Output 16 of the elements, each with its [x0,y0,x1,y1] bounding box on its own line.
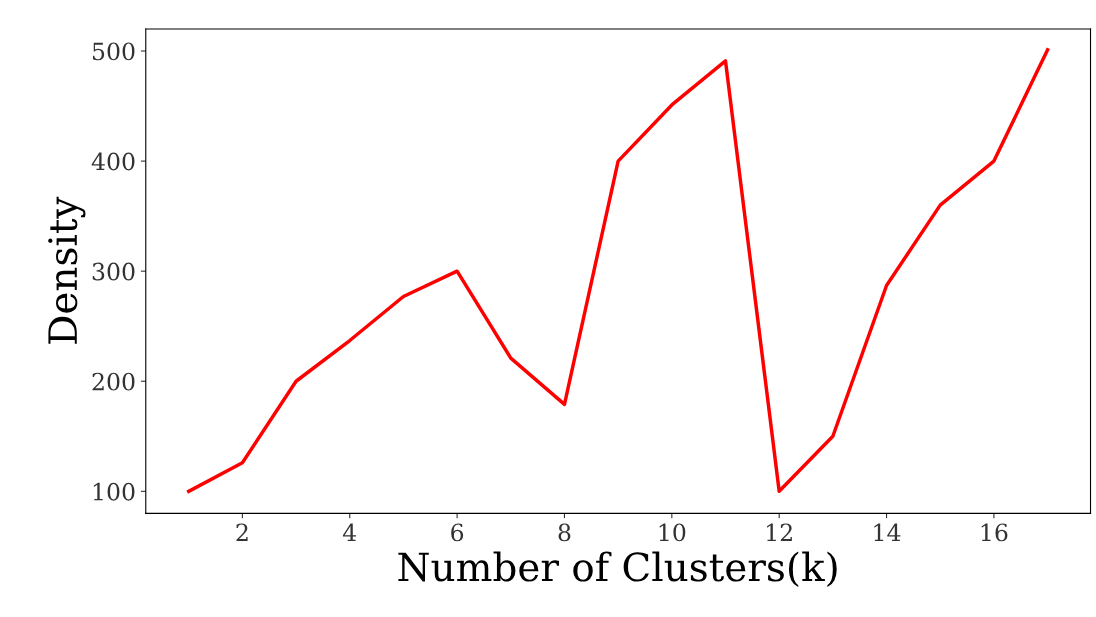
y-tick-label: 200 [92,372,135,391]
line-series [186,48,1050,494]
y-tick-label: 300 [92,262,135,281]
x-tick-label: 8 [558,523,571,542]
y-axis-title: Density [48,196,86,344]
x-tick-label: 16 [981,523,1008,542]
x-tick-label: 6 [451,523,464,542]
x-tick-label: 12 [767,523,792,542]
y-tick-label: 100 [93,482,135,501]
x-tick-label: 4 [342,523,357,542]
y-tick-label: 400 [91,152,135,171]
x-tick-label: 14 [874,523,901,542]
x-axis-title: Number of Clusters(k) [398,551,837,588]
x-tick-label: 2 [236,523,248,542]
x-tick-label: 10 [659,523,686,542]
y-tick-label: 500 [92,42,135,61]
